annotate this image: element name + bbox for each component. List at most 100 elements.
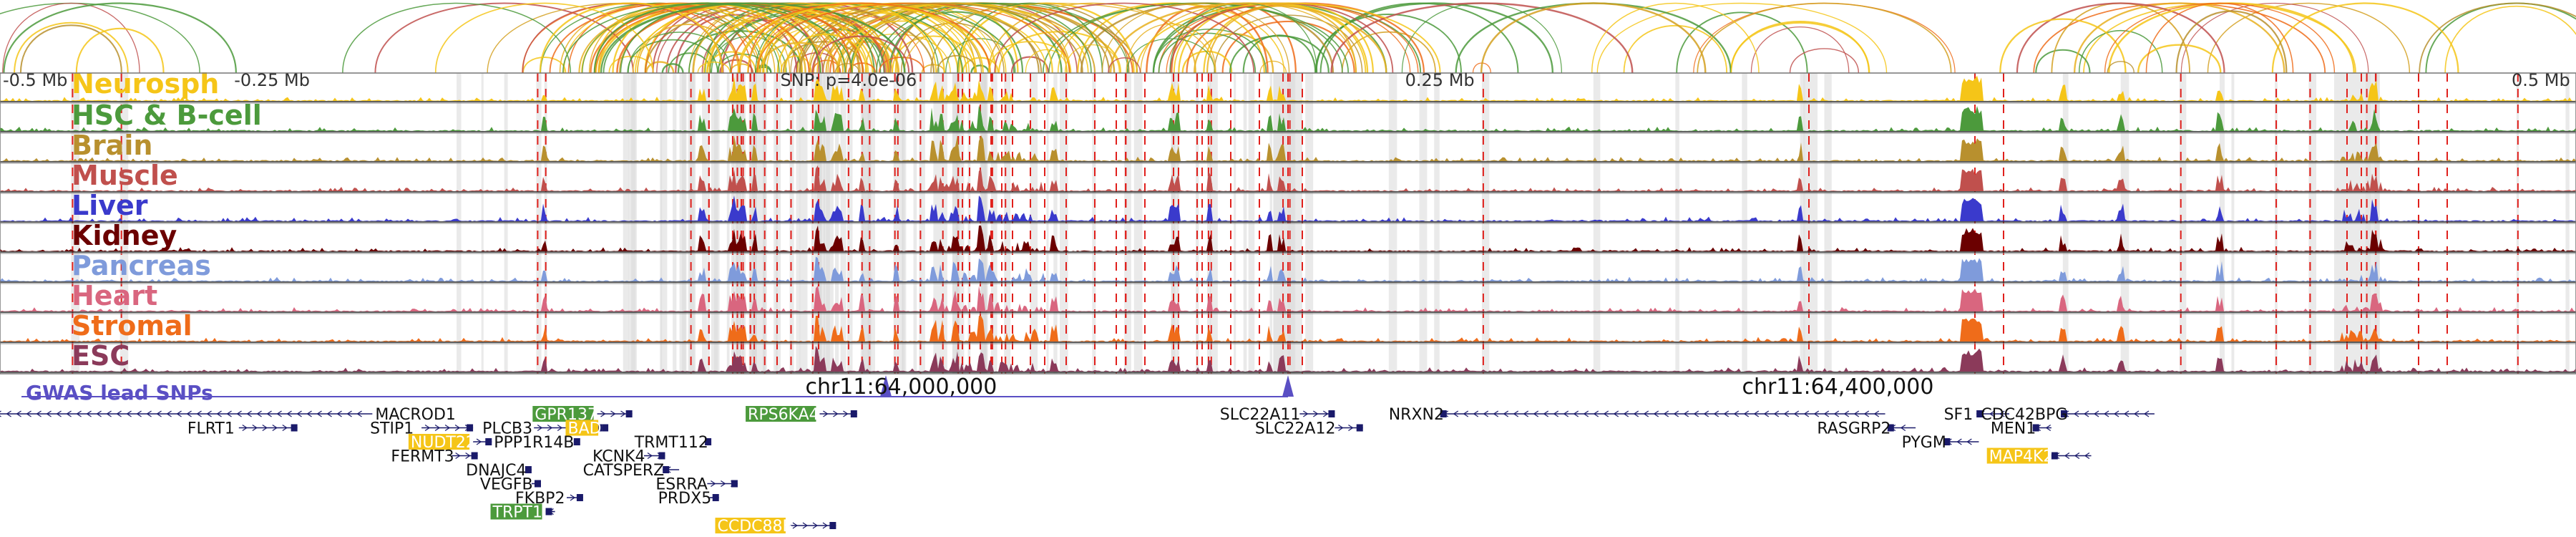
strand-arrow bbox=[1593, 410, 1599, 417]
strand-arrow bbox=[454, 425, 461, 431]
gene[interactable]: SF1 bbox=[1944, 406, 2009, 424]
interaction-arc bbox=[593, 2, 821, 73]
strand-arrow bbox=[1663, 410, 1669, 417]
gene[interactable]: FLRT1 bbox=[187, 420, 298, 438]
interaction-arc bbox=[1259, 61, 1287, 73]
strand-arrow bbox=[242, 425, 248, 431]
track-label: Stromal bbox=[72, 310, 192, 342]
interaction-arc bbox=[719, 59, 753, 73]
gene[interactable]: PRDX5 bbox=[658, 490, 719, 508]
exon bbox=[850, 410, 857, 417]
exon bbox=[2032, 424, 2039, 432]
interaction-arc bbox=[2016, 2, 2225, 73]
strand-arrow bbox=[1793, 410, 1800, 417]
strand-arrow bbox=[1623, 410, 1629, 417]
interaction-arc bbox=[2078, 30, 2163, 73]
gene-highlight bbox=[715, 518, 786, 533]
interaction-arc bbox=[1730, 21, 1870, 73]
gene[interactable]: MAP4K2 bbox=[1986, 448, 2092, 466]
gene[interactable]: STIP1 bbox=[370, 420, 474, 438]
gene[interactable]: PYGM bbox=[1902, 434, 1979, 452]
strand-arrow bbox=[86, 410, 92, 417]
strand-arrow bbox=[1603, 410, 1609, 417]
interaction-arc bbox=[1676, 11, 1808, 73]
interaction-arc bbox=[1596, 2, 1888, 73]
interaction-arc bbox=[645, 61, 675, 73]
gene[interactable]: KCNK4 bbox=[592, 448, 665, 466]
signal bbox=[0, 316, 2576, 342]
strand-arrow bbox=[812, 522, 818, 529]
track-hsc-b-cell: HSC & B-cell bbox=[0, 100, 2576, 132]
gene[interactable]: MACROD1 bbox=[0, 406, 456, 424]
strand-arrow bbox=[116, 410, 122, 417]
coordinate-label: chr11:64,000,000 bbox=[805, 374, 997, 400]
strand-arrow bbox=[1473, 410, 1479, 417]
interaction-arc bbox=[19, 24, 122, 73]
strand-arrow bbox=[1643, 410, 1649, 417]
gene[interactable]: NUDT22 bbox=[408, 434, 492, 452]
gwas-snp-marker[interactable] bbox=[1282, 375, 1294, 397]
strand-arrow bbox=[66, 410, 72, 417]
strand-arrow bbox=[336, 410, 342, 417]
interaction-arc bbox=[1126, 38, 1216, 73]
gene[interactable]: VEGFB bbox=[480, 476, 541, 494]
interaction-arc bbox=[2180, 3, 2369, 73]
strand-arrow bbox=[246, 410, 252, 417]
interaction-arc bbox=[847, 62, 877, 73]
gene[interactable]: SLC22A12 bbox=[1255, 420, 1363, 438]
gene[interactable]: NRXN2 bbox=[1389, 406, 1885, 424]
gene[interactable]: CATSPERZ bbox=[583, 462, 680, 480]
gene[interactable]: ESRRA bbox=[655, 476, 738, 494]
interaction-arc bbox=[2107, 61, 2135, 73]
interaction-arc bbox=[2207, 2, 2411, 73]
gene[interactable]: TRMT112 bbox=[634, 434, 712, 452]
gene[interactable]: DNAJC4 bbox=[466, 462, 532, 480]
exon bbox=[705, 438, 712, 445]
strand-arrow bbox=[1303, 410, 1309, 417]
strand-arrow bbox=[1833, 410, 1840, 417]
gene[interactable]: CDC42BPG bbox=[1981, 406, 2155, 424]
strand-arrow bbox=[276, 410, 282, 417]
interaction-arc bbox=[1591, 2, 1760, 73]
strand-arrow bbox=[1543, 410, 1549, 417]
track-esc: ESC bbox=[0, 340, 2576, 373]
gene[interactable]: BAD bbox=[565, 420, 609, 438]
gene[interactable]: CCDC88B bbox=[715, 518, 836, 536]
strand-arrow bbox=[326, 410, 332, 417]
gene[interactable]: RPS6KA4 bbox=[746, 406, 857, 424]
interaction-arc bbox=[784, 33, 868, 73]
gene[interactable]: MEN1 bbox=[1991, 420, 2051, 438]
gene-name: MAP4K2 bbox=[1989, 448, 2054, 466]
gene-name: CCDC88B bbox=[718, 518, 794, 536]
gene[interactable]: SLC22A11 bbox=[1220, 406, 1335, 424]
signal bbox=[0, 135, 2576, 161]
exon bbox=[829, 522, 836, 529]
gene[interactable]: TRPT1 bbox=[490, 503, 555, 522]
exon bbox=[545, 508, 552, 516]
gene-name: FLRT1 bbox=[187, 420, 235, 438]
exon bbox=[471, 452, 478, 460]
track-label: ESC bbox=[72, 340, 130, 372]
track-label: Liver bbox=[72, 190, 148, 221]
strand-arrow bbox=[16, 410, 21, 417]
gene-name: CATSPERZ bbox=[583, 462, 665, 480]
strand-arrow bbox=[356, 410, 362, 417]
interaction-arc bbox=[841, 33, 951, 73]
strand-arrow bbox=[434, 425, 441, 431]
gene-highlight bbox=[532, 406, 594, 422]
gene[interactable]: PPP1R14B bbox=[494, 434, 580, 452]
coordinate-label: chr11:64,400,000 bbox=[1742, 374, 1934, 400]
strand-arrow bbox=[1348, 425, 1354, 431]
exon bbox=[2051, 452, 2058, 460]
track-label: HSC & B-cell bbox=[72, 100, 262, 131]
strand-arrow bbox=[282, 425, 288, 431]
interaction-arc bbox=[1341, 31, 1436, 73]
gene[interactable]: FERMT3 bbox=[391, 448, 478, 466]
gwas-snp-marker[interactable] bbox=[880, 375, 892, 397]
track-brain: Brain bbox=[0, 130, 2576, 163]
strand-arrow bbox=[146, 410, 152, 417]
strand-arrow bbox=[216, 410, 222, 417]
exon bbox=[1943, 438, 1951, 445]
gene[interactable]: RASGRP2 bbox=[1817, 420, 1916, 438]
